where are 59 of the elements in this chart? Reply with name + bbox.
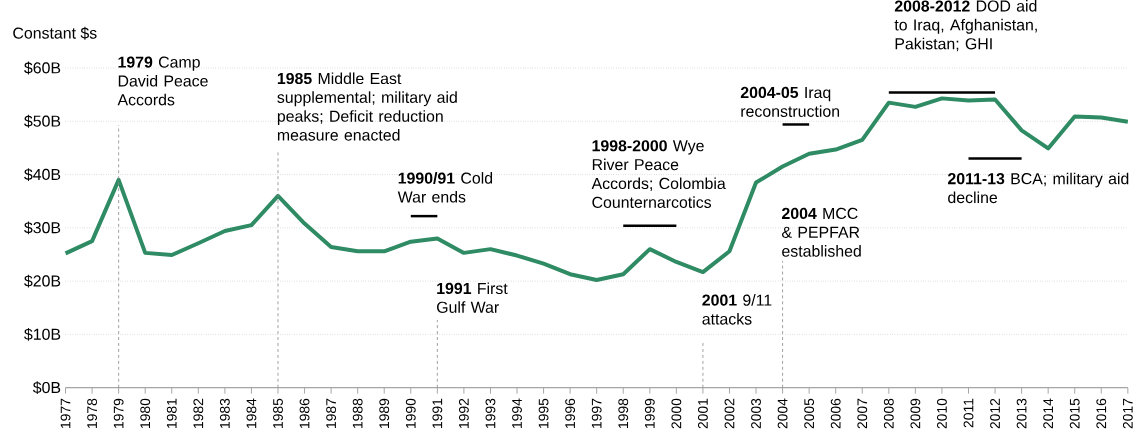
x-tick-label: 2012 — [990, 398, 1000, 429]
y-tick-label: $0B — [32, 381, 61, 394]
y-tick-label: $10B — [24, 327, 61, 341]
ref-line-label: 1991 First Gulf War — [437, 282, 508, 313]
x-tick-label: 1977 — [60, 398, 71, 428]
y-tick-label: $60B — [24, 61, 61, 75]
x-tick-label: 1994 — [512, 398, 522, 428]
x-tick-label: 2010 — [937, 398, 947, 429]
x-tick-label: 2007 — [857, 398, 868, 429]
ref-line-label: 1985 Middle East supplemental; military aid peaks; Deficit reduction measure enacted — [277, 72, 457, 141]
x-tick-label: 1995 — [538, 398, 549, 428]
annotation: 2004-05 Iraq reconstruction — [740, 86, 840, 117]
x-tick-label: 1982 — [193, 398, 204, 428]
y-axis-title: Constant $s — [13, 26, 97, 40]
x-tick-label: 1984 — [246, 398, 257, 428]
x-tick-label: 1983 — [219, 398, 230, 428]
x-tick-label: 1980 — [140, 398, 151, 428]
x-tick-label: 1986 — [299, 398, 310, 428]
ref-line-label: 2004 MCC & PEPFAR established — [782, 207, 861, 257]
y-tick-label: $40B — [24, 167, 61, 181]
x-tick-label: 2017 — [1122, 398, 1133, 429]
x-tick-label: 2014 — [1043, 398, 1054, 429]
ref-line-label: 2001 9/11 attacks — [702, 293, 772, 325]
ref-line-label: 1979 Camp David Peace Accords — [117, 56, 208, 106]
x-tick-label: 2008 — [883, 398, 894, 429]
x-tick-label: 2015 — [1069, 398, 1080, 429]
x-tick-label: 2011 — [963, 398, 974, 428]
annotation: 1998-2000 Wye River Peace Accords; Colombia Counternarcotics — [591, 139, 726, 208]
x-tick-label: 1993 — [485, 398, 496, 428]
x-tick-label: 1981 — [166, 398, 177, 428]
x-tick-label: 1989 — [379, 398, 390, 428]
x-tick-label: 1988 — [352, 398, 363, 428]
x-tick-label: 1998 — [618, 398, 629, 428]
x-tick-label: 1997 — [591, 398, 602, 428]
x-tick-label: 1987 — [326, 398, 337, 428]
x-tick-label: 2000 — [671, 398, 682, 429]
x-tick-label: 2002 — [724, 398, 735, 429]
x-tick-label: 2001 — [697, 398, 708, 429]
x-tick-label: 2004 — [777, 398, 788, 429]
x-tick-label: 2016 — [1096, 398, 1107, 429]
x-tick-label: 1979 — [113, 398, 124, 428]
y-tick-label: $20B — [24, 274, 61, 288]
x-tick-label: 2006 — [830, 398, 841, 429]
x-tick-label: 1991 — [432, 398, 443, 428]
x-tick-label: 1990 — [405, 398, 416, 428]
annotation: 2011-13 BCA; military aid decline — [947, 172, 1129, 203]
x-tick-label: 1985 — [273, 398, 283, 428]
y-tick-label: $50B — [24, 114, 61, 128]
x-tick-label: 1978 — [87, 398, 98, 428]
annotation: 2008-2012 DOD aid to Iraq, Afghanistan, Pakistan; GHI — [894, 0, 1037, 52]
x-tick-label: 2003 — [751, 398, 761, 429]
x-tick-label: 2005 — [804, 398, 815, 429]
x-tick-label: 1996 — [565, 398, 576, 428]
annotation: 1990/91 Cold War ends — [397, 171, 493, 203]
x-tick-label: 1999 — [644, 398, 655, 428]
x-tick-label: 2013 — [1016, 398, 1027, 429]
x-tick-label: 2009 — [910, 398, 921, 429]
x-tick-label: 1992 — [458, 398, 469, 428]
y-tick-label: $30B — [24, 221, 61, 235]
